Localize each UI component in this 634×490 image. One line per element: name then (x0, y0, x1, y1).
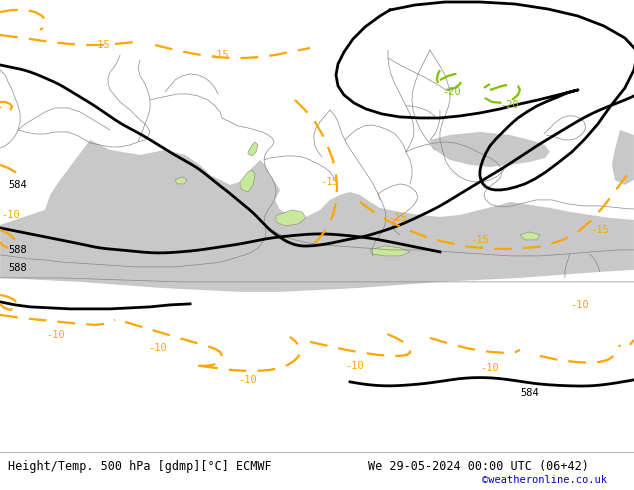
Polygon shape (370, 246, 410, 256)
Text: ©weatheronline.co.uk: ©weatheronline.co.uk (482, 475, 607, 485)
Polygon shape (520, 232, 540, 240)
Text: -10: -10 (46, 330, 65, 340)
Text: Height/Temp. 500 hPa [gdmp][°C] ECMWF: Height/Temp. 500 hPa [gdmp][°C] ECMWF (8, 460, 271, 473)
Text: -10: -10 (1, 210, 20, 220)
Text: We 29-05-2024 00:00 UTC (06+42): We 29-05-2024 00:00 UTC (06+42) (368, 460, 588, 473)
Polygon shape (240, 170, 255, 192)
Text: -20: -20 (501, 100, 519, 110)
Text: -20: -20 (443, 87, 462, 97)
Polygon shape (430, 132, 550, 167)
Text: 584: 584 (8, 180, 27, 190)
Text: -15: -15 (210, 50, 230, 60)
Text: -10: -10 (238, 375, 257, 385)
Text: -15: -15 (91, 40, 110, 50)
Text: -15: -15 (470, 235, 489, 245)
Polygon shape (612, 130, 634, 185)
Polygon shape (248, 142, 258, 156)
Polygon shape (0, 140, 634, 292)
Text: -10: -10 (481, 363, 500, 373)
Text: -10: -10 (149, 343, 167, 353)
Text: -10: -10 (571, 300, 589, 310)
Polygon shape (175, 177, 187, 184)
Text: -15: -15 (321, 177, 339, 187)
Text: 584: 584 (520, 388, 539, 398)
Text: 588: 588 (8, 245, 27, 255)
Text: -10: -10 (346, 361, 365, 371)
Polygon shape (276, 210, 306, 226)
Text: 588: 588 (8, 263, 27, 273)
Text: -15: -15 (590, 225, 609, 235)
Text: -15: -15 (389, 213, 407, 223)
